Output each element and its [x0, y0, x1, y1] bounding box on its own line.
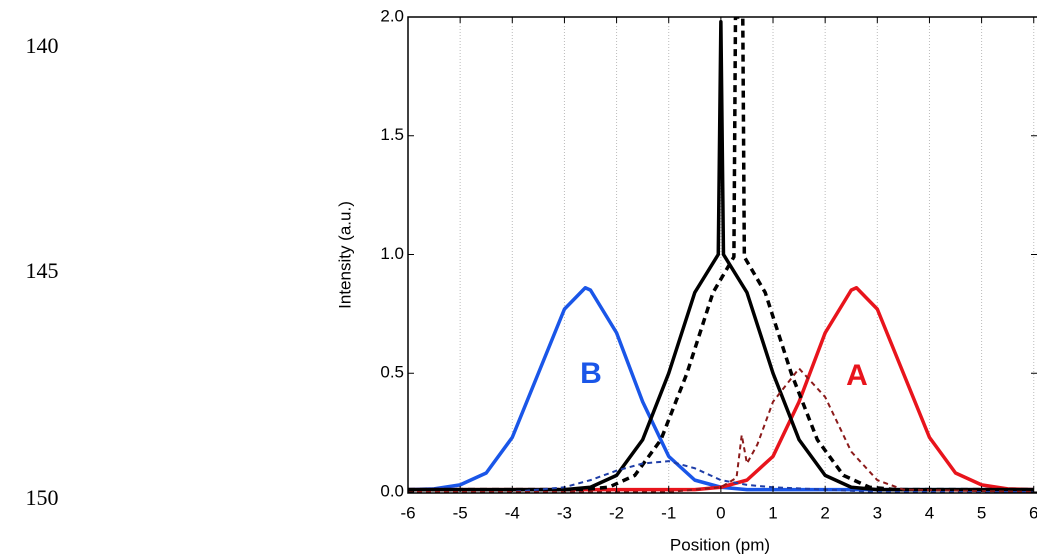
- y-tick-label: 1.5: [380, 125, 404, 144]
- y-tick-label: 0.5: [380, 363, 404, 382]
- x-tick-label: -3: [557, 503, 572, 522]
- x-tick-label: 5: [977, 503, 986, 522]
- x-tick-label: 0: [716, 503, 725, 522]
- annotation: A: [846, 359, 868, 392]
- series-line: [408, 286, 1034, 492]
- x-tick-label: -4: [505, 503, 520, 522]
- x-tick-label: 2: [820, 503, 829, 522]
- y-tick-label: 1.0: [380, 244, 404, 263]
- series-line: [408, 367, 1034, 493]
- x-axis-label: Position (pm): [670, 535, 770, 554]
- series-line: [408, 17, 1034, 492]
- x-tick-label: -5: [453, 503, 468, 522]
- line-number: 145: [26, 258, 59, 283]
- x-tick-label: 1: [768, 503, 777, 522]
- x-tick-label: -6: [400, 503, 415, 522]
- x-tick-label: 3: [873, 503, 882, 522]
- line-number: 140: [26, 33, 59, 58]
- y-axis-label: Intensity (a.u.): [335, 201, 354, 309]
- x-tick-label: -1: [661, 503, 676, 522]
- y-tick-label: 0.0: [380, 481, 404, 500]
- annotation: B: [580, 357, 602, 390]
- x-tick-label: -2: [609, 503, 624, 522]
- series-line: [408, 460, 1034, 493]
- line-number: 150: [26, 485, 59, 510]
- x-tick-label: 6: [1029, 503, 1037, 522]
- y-tick-label: 2.0: [380, 6, 404, 25]
- x-tick-label: 4: [925, 503, 934, 522]
- series-line: [408, 286, 1034, 492]
